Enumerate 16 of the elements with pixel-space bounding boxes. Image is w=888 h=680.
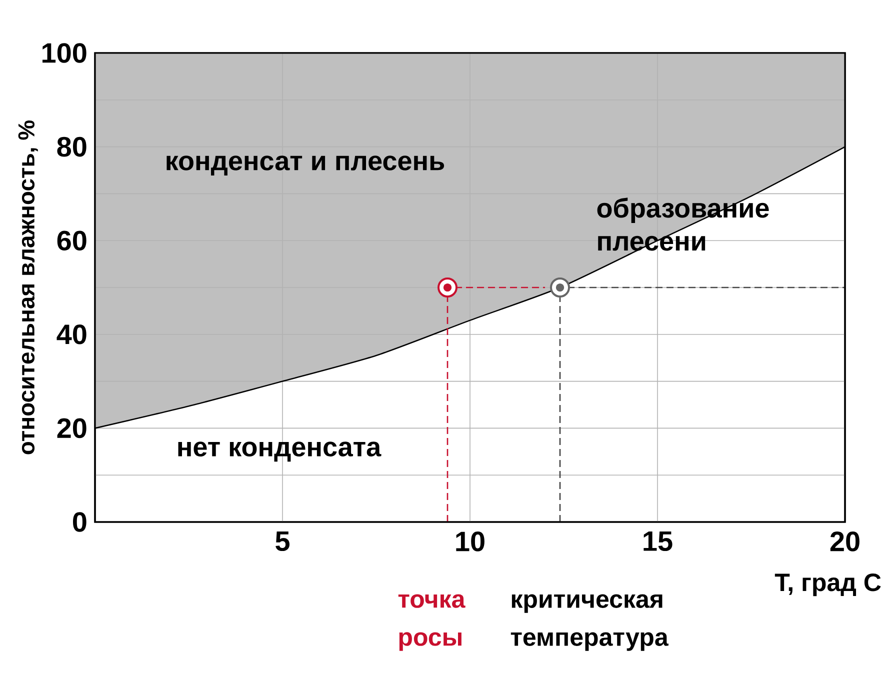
y-tick-label: 40 (56, 324, 86, 344)
y-tick-label: 100 (42, 43, 86, 63)
y-axis-title: относительная влажность, % (18, 120, 38, 454)
x-tick-label: 10 (456, 532, 484, 552)
x-tick-label: 15 (644, 532, 672, 552)
text: критическая температура (510, 594, 668, 651)
x-tick-label: 20 (830, 532, 860, 552)
y-tick-label: 80 (57, 136, 86, 157)
y-tick-label: 60 (57, 230, 86, 250)
x-tick-label: 5 (276, 532, 290, 552)
y-tick-label: 20 (57, 418, 86, 438)
x-axis-title: T, град С (774, 574, 881, 596)
y-tick-label: 0 (73, 512, 86, 532)
annotation: нет конденсата (178, 442, 382, 462)
text: точка росы (398, 594, 466, 651)
annotation: конденсат и плесень (166, 156, 444, 176)
